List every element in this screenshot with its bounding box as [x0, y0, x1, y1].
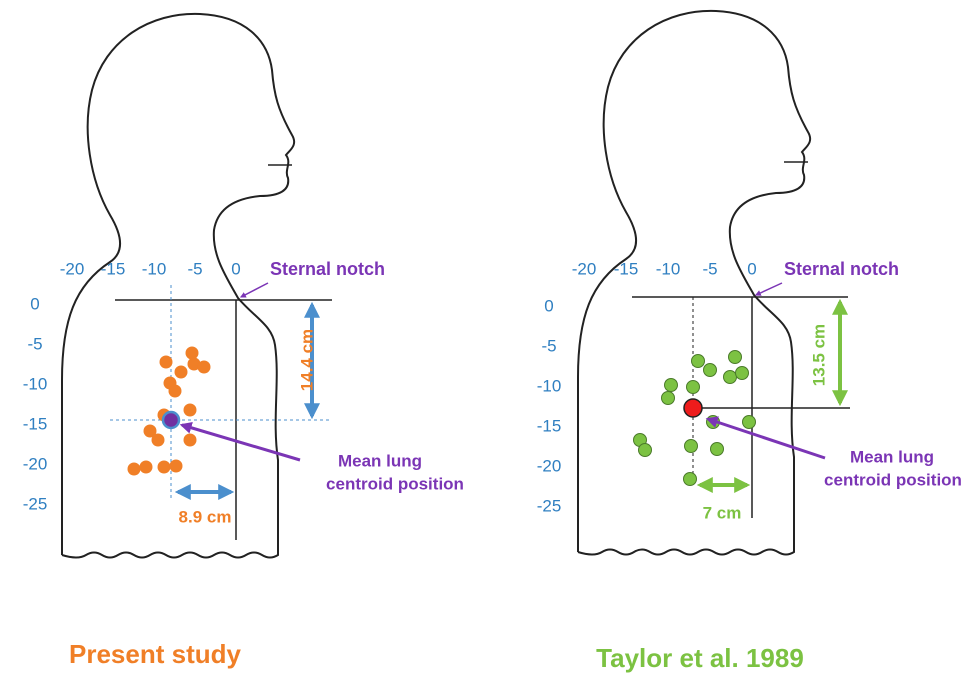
- x-tick-label: -10: [656, 259, 681, 278]
- caption: Present study: [69, 639, 241, 669]
- x-tick-label: 0: [231, 259, 240, 278]
- silhouette: [577, 9, 812, 556]
- landmark-label: Sternal notch: [270, 259, 385, 279]
- silhouette: [61, 12, 296, 559]
- y-tick-label: -25: [537, 496, 562, 515]
- y-tick-label: 0: [544, 296, 553, 315]
- pointer-arrow: [705, 416, 826, 460]
- vertical-distance: 13.5 cm: [809, 324, 828, 386]
- y-tick-label: -15: [537, 416, 562, 435]
- x-tick-label: 0: [747, 259, 756, 278]
- y-tick-label: -10: [537, 376, 562, 395]
- y-tick-label: 0: [30, 294, 39, 313]
- x-tick-label: -15: [614, 259, 639, 278]
- horizontal-distance: 7 cm: [703, 503, 742, 522]
- x-tick-label: -5: [187, 259, 202, 278]
- y-tick-label: -20: [23, 454, 48, 473]
- x-tick-label: -20: [60, 259, 85, 278]
- panel-left: Sternal notch 14.4 cm 8.9 cm Mean lung c…: [61, 12, 464, 669]
- panel-right: Sternal notch 13.5 cm 7 cm Mean lung cen…: [577, 9, 962, 673]
- centroid: [161, 410, 181, 430]
- data-points: [633, 350, 756, 486]
- y-tick-label: -5: [541, 336, 556, 355]
- centroid-label: centroid position: [824, 470, 962, 489]
- pointer-arrow: [239, 282, 269, 298]
- landmark-label: Sternal notch: [784, 259, 899, 279]
- x-tick-label: -20: [572, 259, 597, 278]
- y-tick-label: -15: [23, 414, 48, 433]
- centroid-label: centroid position: [326, 474, 464, 493]
- pointer-arrow: [754, 282, 783, 296]
- horizontal-distance: 8.9 cm: [179, 507, 232, 526]
- x-tick-label: -10: [142, 259, 167, 278]
- x-tick-label: -5: [702, 259, 717, 278]
- y-tick-label: -5: [27, 334, 42, 353]
- caption: Taylor et al. 1989: [596, 643, 804, 673]
- centroid-label: Mean lung: [338, 451, 422, 470]
- y-tick-label: -10: [23, 374, 48, 393]
- vertical-distance: 14.4 cm: [297, 329, 316, 391]
- centroid: [683, 398, 703, 418]
- x-tick-label: -15: [101, 259, 126, 278]
- data-points: [127, 346, 211, 476]
- pointer-arrow: [179, 421, 301, 462]
- y-tick-label: -25: [23, 494, 48, 513]
- centroid-label: Mean lung: [850, 447, 934, 466]
- y-tick-label: -20: [537, 456, 562, 475]
